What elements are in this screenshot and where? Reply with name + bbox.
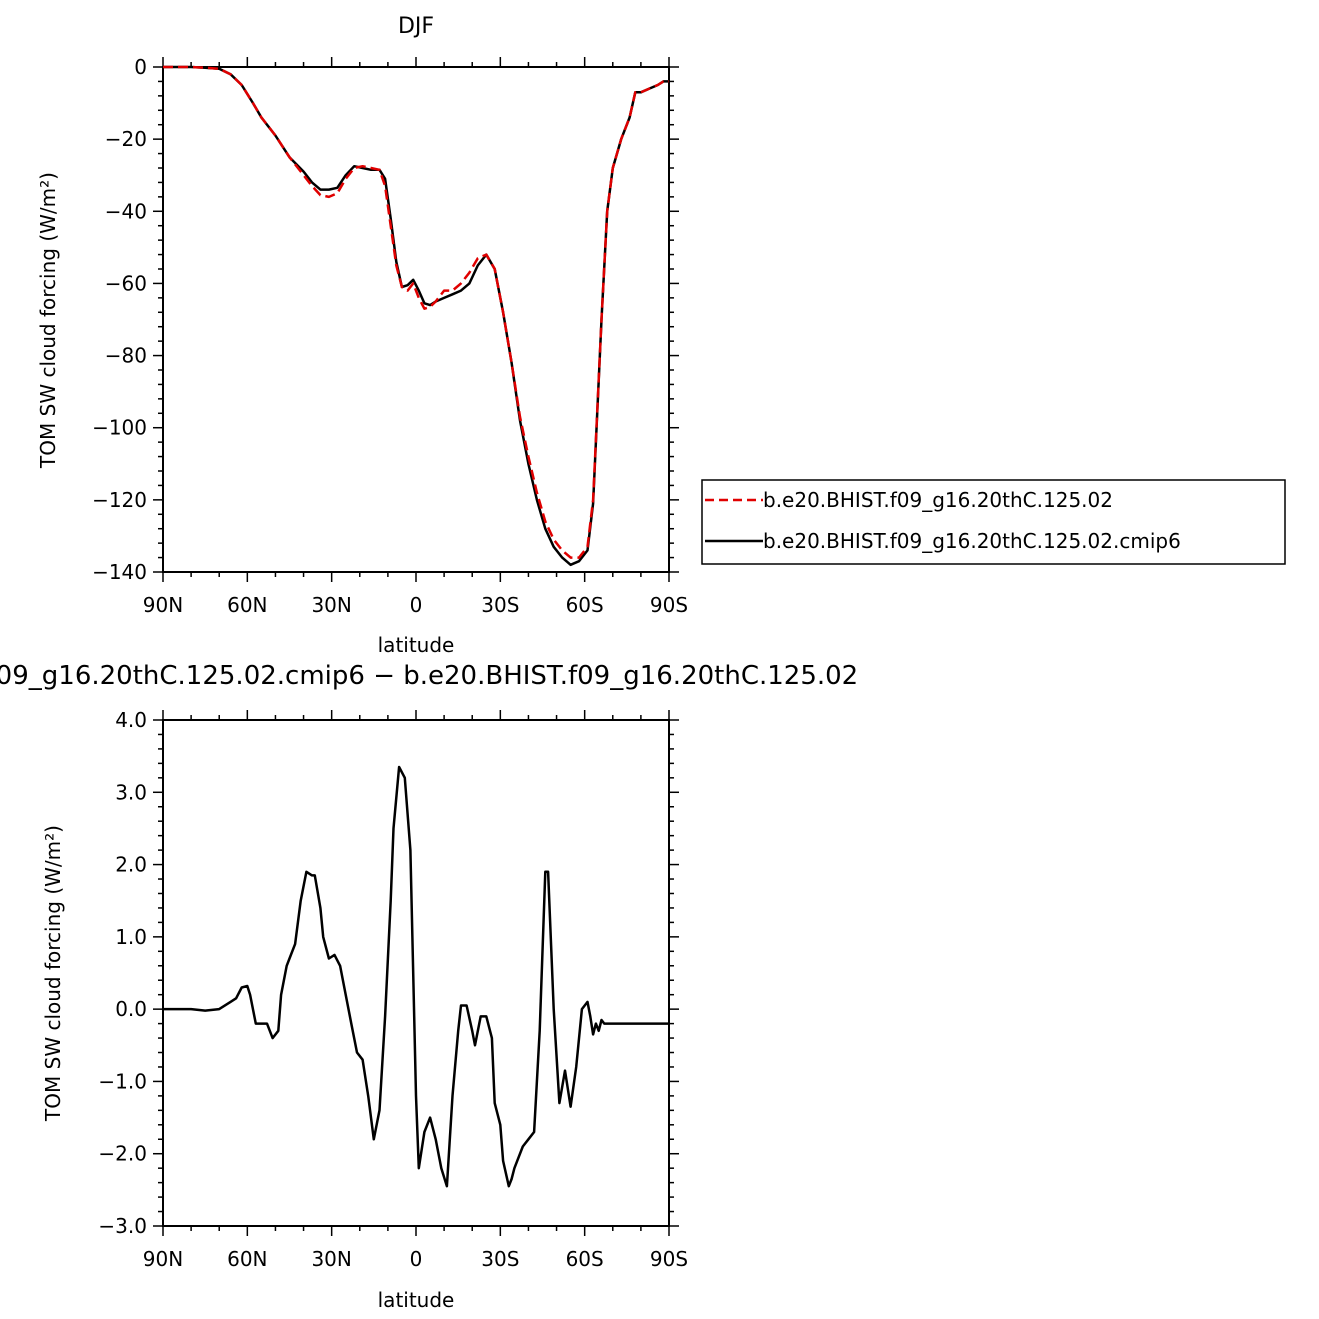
x-tick-label: 90N (143, 1247, 183, 1271)
x-tick-label: 60N (227, 593, 267, 617)
x-tick-label: 30N (311, 1247, 351, 1271)
legend-label-2: b.e20.BHIST.f09_g16.20thC.125.02.cmip6 (763, 529, 1181, 553)
y-tick-label: −120 (92, 488, 147, 512)
legend-label-1: b.e20.BHIST.f09_g16.20thC.125.02 (763, 488, 1113, 512)
series-line-1 (163, 765, 669, 1188)
y-tick-label: 0.0 (115, 997, 147, 1021)
y-tick-label: 3.0 (115, 780, 147, 804)
top-y-axis-label: TOM SW cloud forcing (W/m²) (36, 172, 60, 469)
x-tick-label: 30S (481, 593, 519, 617)
x-tick-label: 60N (227, 1247, 267, 1271)
bottom-chart-title: b.e20.BHIST.f09_g16.20thC.125.02.cmip6 −… (0, 661, 858, 691)
x-tick-label: 0 (410, 593, 423, 617)
bottom-axes: 90N 60N 30N 0 30S 60S 90S 4.0 3.0 2.0 1.0 0.0 −1.0 −2… (98, 708, 688, 1271)
x-tick-label: 90S (650, 593, 688, 617)
y-tick-label: −1.0 (98, 1069, 147, 1093)
x-tick-label: 60S (566, 593, 604, 617)
bottom-x-axis-label: latitude (378, 1288, 455, 1312)
y-tick-label: −20 (105, 127, 147, 151)
y-tick-label: −2.0 (98, 1142, 147, 1166)
y-tick-label: −40 (105, 199, 147, 223)
bottom-series (163, 765, 669, 1188)
top-x-axis-label: latitude (378, 633, 455, 657)
top-chart-title: DJF (398, 14, 434, 39)
top-axes: 90N 60N 30N 0 30S 60S 90S 0 −20 −40 −60 −80 −100 −120… (92, 55, 688, 617)
x-tick-label: 0 (410, 1247, 423, 1271)
y-tick-label: 0 (134, 55, 147, 79)
series-line-1 (163, 65, 669, 559)
y-tick-label: −100 (92, 416, 147, 440)
x-tick-label: 90N (143, 593, 183, 617)
x-tick-label: 30S (481, 1247, 519, 1271)
plot-frame (162, 719, 670, 1227)
x-tick-label: 60S (566, 1247, 604, 1271)
top-series (163, 65, 669, 567)
y-tick-label: 4.0 (115, 708, 147, 732)
legend-box (701, 479, 1286, 565)
y-tick-label: −80 (105, 344, 147, 368)
bottom-panel: b.e20.BHIST.f09_g16.20thC.125.02.cmip6 −… (0, 661, 858, 1312)
y-tick-label: −60 (105, 271, 147, 295)
top-panel: DJF latitude TOM SW cloud forcing (W/m²)… (36, 14, 688, 657)
y-tick-label: 2.0 (115, 853, 147, 877)
legend: b.e20.BHIST.f09_g16.20thC.125.02 b.e20.B… (701, 479, 1286, 565)
x-tick-label: 90S (650, 1247, 688, 1271)
x-tick-label: 30N (311, 593, 351, 617)
y-tick-label: 1.0 (115, 925, 147, 949)
bottom-y-axis-label: TOM SW cloud forcing (W/m²) (41, 825, 65, 1122)
y-tick-label: −140 (92, 560, 147, 584)
y-tick-label: −3.0 (98, 1214, 147, 1238)
series-line-2 (163, 65, 669, 567)
